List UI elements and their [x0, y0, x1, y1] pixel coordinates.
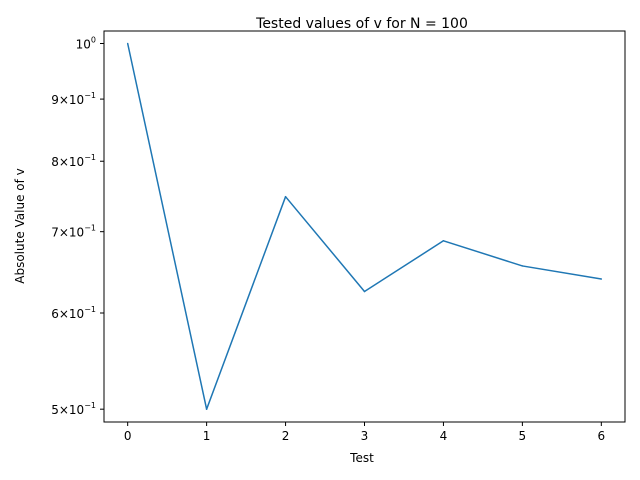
y-tick-exponent: −1 [84, 153, 96, 162]
y-tick-exponent: −1 [84, 305, 96, 314]
y-tick-label: 7×10−1 [51, 224, 96, 240]
x-tick-label: 2 [282, 429, 290, 443]
y-tick-label: 5×10−1 [51, 401, 96, 417]
y-tick-base: 10 [76, 38, 91, 52]
y-tick-base: 6×10 [51, 307, 84, 321]
data-point [442, 240, 445, 242]
data-point [284, 195, 287, 198]
series-line [126, 43, 602, 410]
data-point [363, 290, 366, 293]
x-tick-label: 6 [597, 429, 605, 443]
y-tick-label: 100 [76, 36, 96, 52]
y-tick-label: 6×10−1 [51, 305, 96, 321]
x-tick-label: 5 [519, 429, 527, 443]
y-tick-exponent: 0 [91, 36, 96, 45]
data-point [600, 278, 603, 280]
x-tick-label: 1 [203, 429, 211, 443]
y-tick-exponent: −1 [84, 401, 96, 410]
y-tick-exponent: −1 [84, 224, 96, 233]
chart-title: Tested values of v for N = 100 [255, 16, 468, 32]
y-tick-base: 7×10 [51, 226, 84, 240]
y-tick-label: 9×10−1 [51, 91, 96, 107]
x-axis-label: Test [349, 451, 374, 465]
y-tick-base: 5×10 [51, 403, 84, 417]
y-tick-base: 8×10 [51, 155, 84, 169]
x-tick-label: 0 [124, 429, 132, 443]
y-tick-exponent: −1 [84, 91, 96, 100]
plot-area [126, 42, 603, 410]
data-point [521, 265, 524, 267]
axes-frame [103, 30, 626, 423]
data-point [205, 408, 208, 410]
y-tick-base: 9×10 [51, 93, 84, 107]
x-tick-label: 4 [440, 429, 448, 443]
x-tick-label: 3 [361, 429, 369, 443]
data-point [126, 42, 129, 45]
y-axis-label: Absolute Value of v [13, 168, 27, 284]
y-tick-label: 8×10−1 [51, 153, 96, 169]
x-axis-ticks: 0 1 2 3 4 5 6 [124, 422, 605, 443]
